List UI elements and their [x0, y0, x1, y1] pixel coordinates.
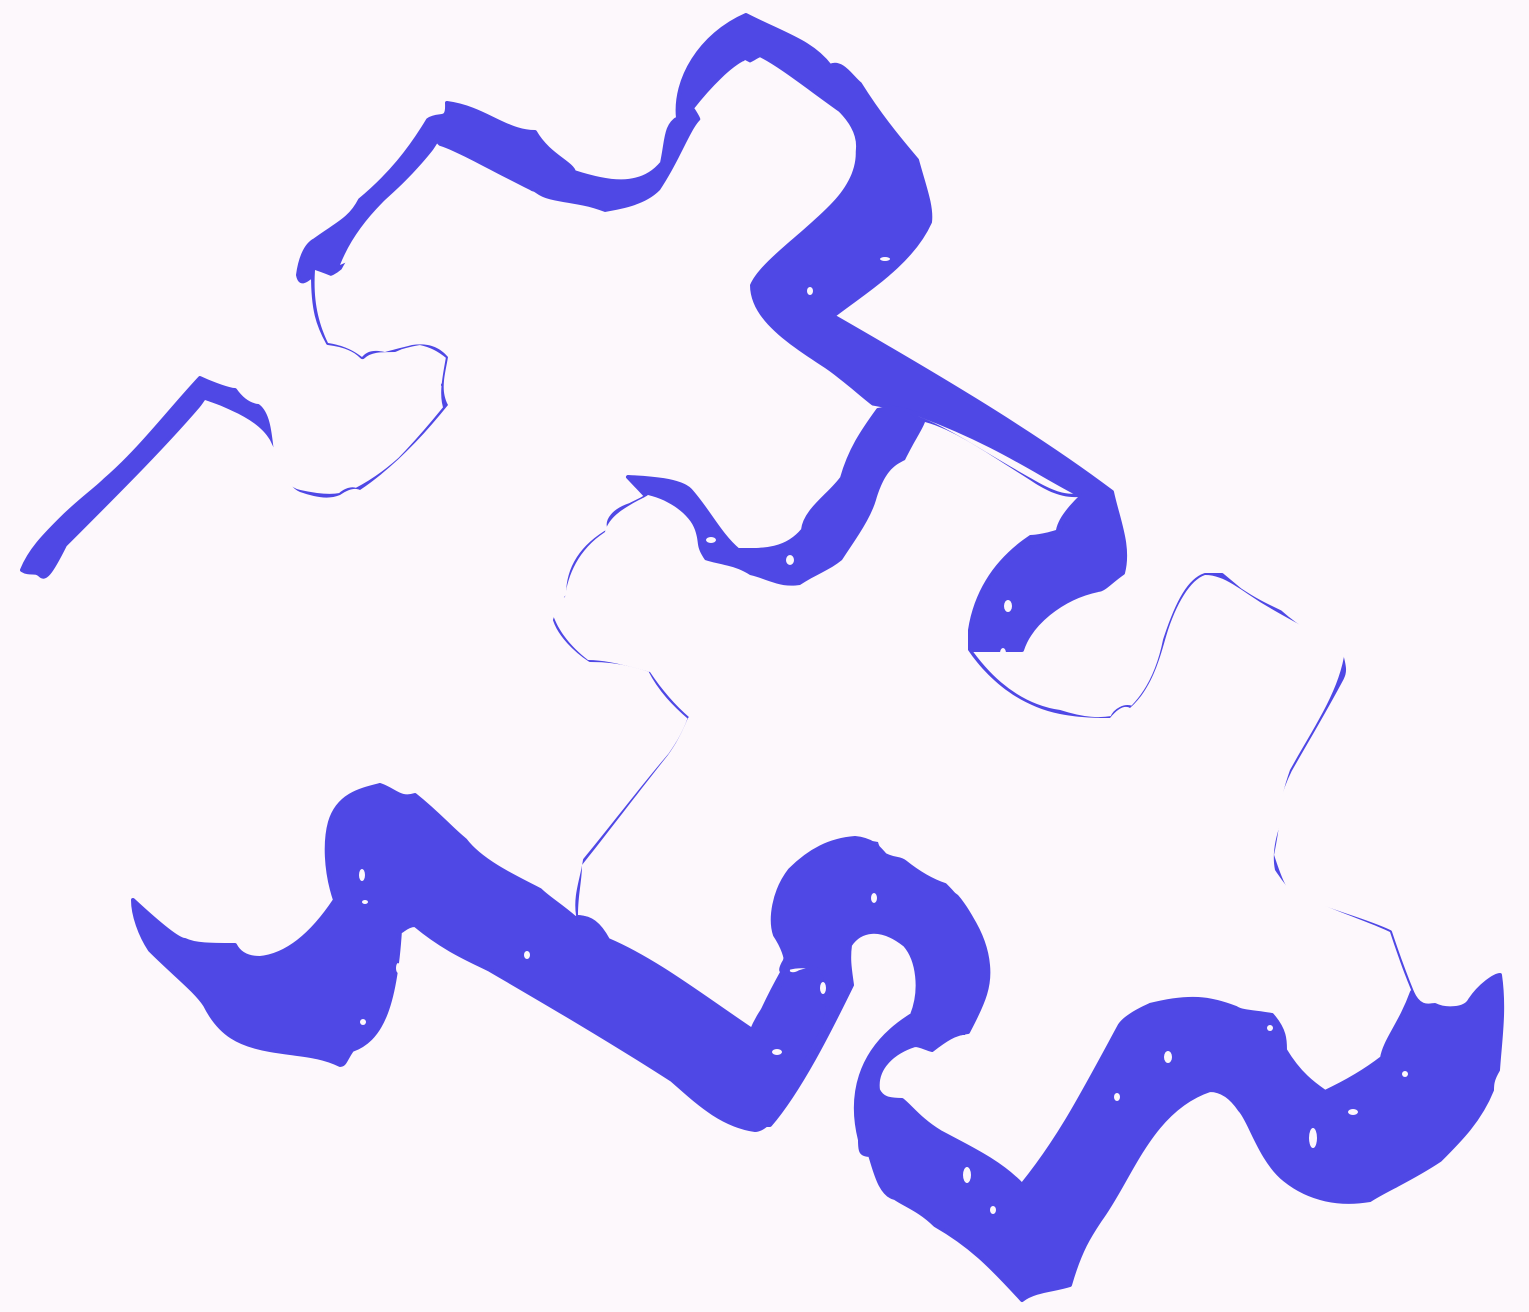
ink-fleck: [1309, 1128, 1317, 1148]
ink-fleck: [706, 537, 716, 543]
ink-fleck: [360, 1019, 366, 1025]
ink-fleck: [1000, 648, 1006, 658]
ink-fleck: [820, 982, 826, 994]
ink-fleck: [1402, 1071, 1408, 1077]
right-piece-outline: [758, 836, 1505, 1302]
top-piece-face: [60, 60, 878, 960]
left-piece: [131, 783, 830, 1132]
top-piece: [20, 13, 1128, 960]
ink-fleck: [396, 963, 400, 973]
ink-highlights: [359, 257, 1437, 1214]
ink-fleck: [1431, 904, 1437, 910]
ink-fleck: [1348, 1109, 1358, 1115]
middle-piece-face: [553, 422, 1412, 1185]
ink-fleck: [1164, 1051, 1172, 1063]
ink-fleck: [871, 893, 877, 903]
ink-fleck: [807, 287, 813, 295]
ink-fleck: [880, 257, 890, 261]
left-piece-outline: [131, 783, 830, 1132]
ink-fleck: [772, 1049, 782, 1055]
ink-fleck: [362, 900, 368, 904]
ink-fleck: [647, 767, 653, 773]
ink-fleck: [546, 622, 552, 638]
ink-fleck: [786, 555, 794, 565]
ink-fleck: [990, 1206, 996, 1214]
ink-fleck: [1114, 1093, 1120, 1101]
ink-fleck: [1295, 826, 1301, 834]
right-piece: [758, 836, 1505, 1302]
ink-fleck: [963, 1167, 971, 1183]
ink-fleck: [1004, 600, 1012, 612]
ink-fleck: [359, 869, 365, 881]
ink-fleck: [1267, 1025, 1273, 1031]
ink-fleck: [524, 951, 530, 959]
